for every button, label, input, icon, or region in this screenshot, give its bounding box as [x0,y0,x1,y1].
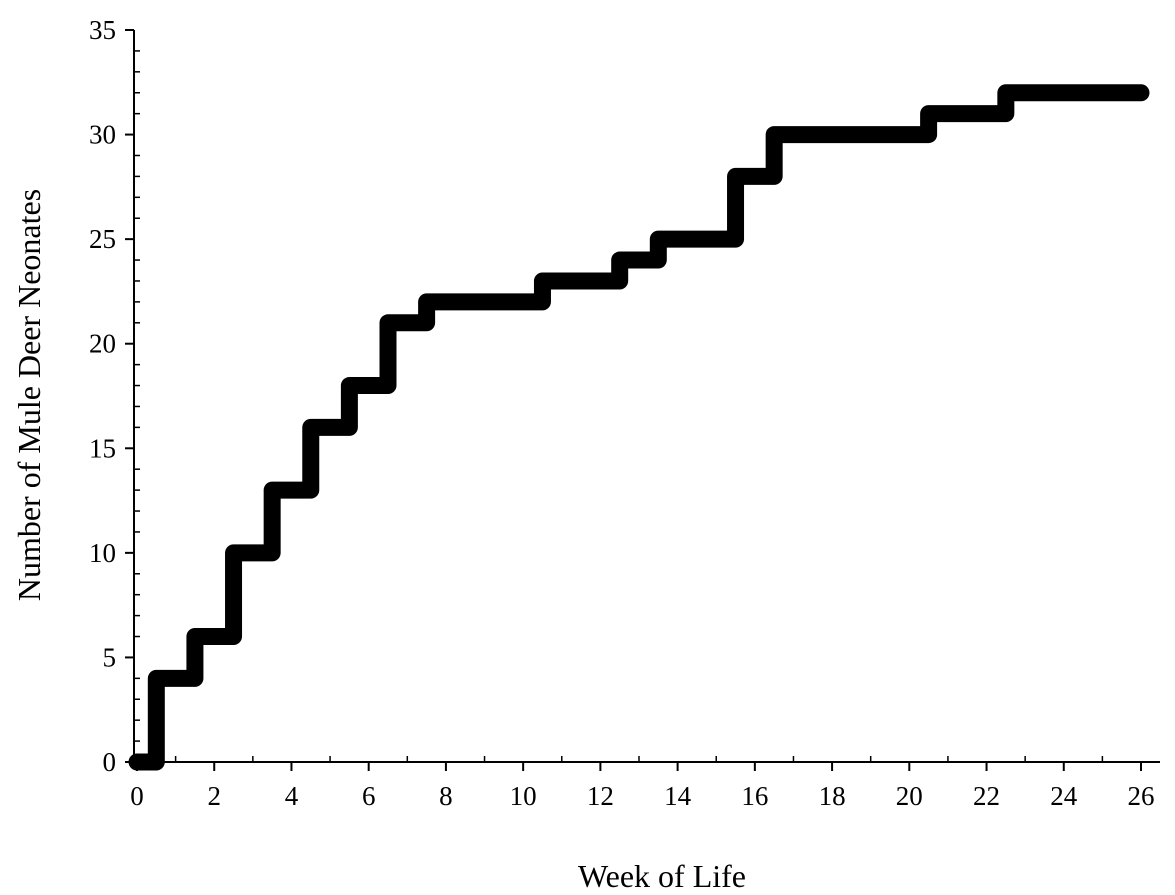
x-tick-label: 12 [587,781,614,811]
y-axis-title: Number of Mule Deer Neonates [11,189,47,601]
x-axis-title: Week of Life [578,858,746,894]
y-tick-label: 10 [89,538,116,568]
x-tick-label: 24 [1050,781,1078,811]
y-tick-label: 15 [89,433,116,463]
y-tick-label: 30 [89,120,116,150]
y-tick-label: 0 [103,747,117,777]
y-tick-label: 35 [89,15,116,45]
y-tick-label: 25 [89,224,116,254]
axes [125,29,1160,771]
y-tick-label: 20 [89,329,116,359]
y-tick-label: 5 [103,642,117,672]
series-layer [128,84,1150,771]
x-tick-label: 0 [130,781,144,811]
x-tick-label: 6 [362,781,376,811]
series-step-line [128,84,1150,771]
x-tick-label: 26 [1128,781,1155,811]
x-tick-label: 4 [285,781,299,811]
x-tick-label: 22 [973,781,1000,811]
x-tick-label: 8 [439,781,453,811]
x-tick-label: 16 [741,781,768,811]
x-tick-label: 2 [207,781,221,811]
x-tick-label: 10 [510,781,537,811]
x-tick-label: 18 [819,781,846,811]
x-tick-label: 20 [896,781,923,811]
x-tick-label: 14 [664,781,692,811]
